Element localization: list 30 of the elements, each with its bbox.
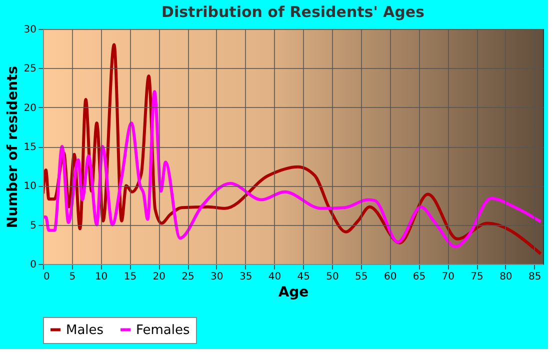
x-tick-label: 0 (44, 272, 50, 282)
x-tick-label: 65 (412, 272, 426, 282)
x-tick-label: 70 (442, 272, 454, 282)
x-tick-label: 15 (124, 272, 137, 282)
x-tick-label: 5 (69, 272, 76, 282)
x-tick-label: 25 (182, 272, 194, 282)
x-tick-label: 45 (297, 272, 310, 282)
x-tick-label: 10 (94, 272, 108, 282)
x-tick-label: 40 (268, 272, 282, 282)
y-tick-label: 15 (24, 142, 36, 153)
x-tick-label: 50 (326, 272, 339, 282)
y-axis-title: Number of residents (4, 66, 21, 228)
y-tick-label: 0 (30, 260, 36, 270)
chart-title: Distribution of Residents' Ages (162, 3, 425, 21)
x-axis-title: Age (278, 284, 309, 300)
y-tick-label: 30 (24, 24, 36, 36)
x-tick-label: 30 (210, 272, 224, 282)
x-tick-label: 75 (470, 272, 484, 282)
y-tick-label: 25 (24, 64, 36, 75)
x-tick-label: 85 (528, 272, 542, 282)
y-tick-label: 5 (30, 220, 36, 232)
y-tick-label: 10 (24, 181, 36, 192)
legend-label: Males (66, 322, 104, 338)
y-tick-label: 20 (24, 102, 36, 114)
x-tick-label: 20 (152, 272, 166, 282)
x-tick-label: 80 (500, 272, 512, 282)
x-tick-label: 35 (239, 272, 252, 282)
legend-label: Females (136, 322, 190, 338)
x-tick-label: 55 (355, 272, 368, 282)
x-tick-label: 60 (384, 272, 397, 282)
